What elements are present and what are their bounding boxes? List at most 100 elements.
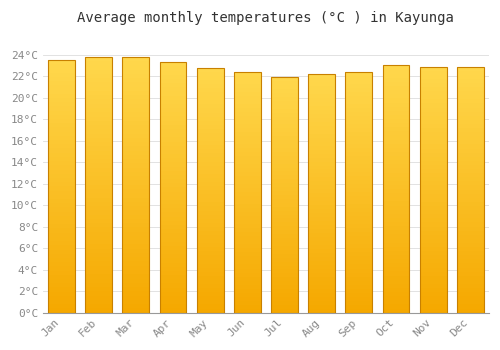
Bar — [160, 137, 186, 141]
Bar — [234, 116, 260, 120]
Bar — [86, 308, 112, 313]
Bar — [48, 212, 75, 216]
Bar — [86, 168, 112, 172]
Bar — [197, 182, 224, 186]
Bar — [382, 185, 409, 189]
Bar — [382, 197, 409, 201]
Bar — [346, 220, 372, 224]
Bar — [122, 57, 149, 61]
Bar — [457, 243, 483, 247]
Bar — [420, 165, 446, 169]
Bar — [122, 244, 149, 249]
Bar — [122, 300, 149, 304]
Bar — [48, 283, 75, 287]
Bar — [420, 210, 446, 214]
Bar — [346, 72, 372, 313]
Bar — [346, 265, 372, 268]
Bar — [420, 251, 446, 255]
Bar — [346, 273, 372, 277]
Bar — [346, 100, 372, 104]
Bar — [346, 296, 372, 301]
Bar — [234, 96, 260, 100]
Bar — [382, 177, 409, 181]
Bar — [346, 304, 372, 309]
Bar — [346, 229, 372, 232]
Bar — [457, 120, 483, 124]
Bar — [160, 196, 186, 200]
Bar — [308, 265, 335, 269]
Bar — [271, 117, 298, 120]
Bar — [382, 152, 409, 156]
Bar — [420, 66, 446, 71]
Bar — [234, 204, 260, 208]
Bar — [382, 247, 409, 251]
Bar — [420, 107, 446, 112]
Bar — [197, 211, 224, 215]
Bar — [160, 262, 186, 267]
Bar — [160, 91, 186, 96]
Bar — [197, 100, 224, 104]
Bar — [420, 104, 446, 107]
Bar — [271, 211, 298, 215]
Bar — [197, 76, 224, 80]
Bar — [308, 189, 335, 193]
Bar — [197, 202, 224, 206]
Bar — [346, 144, 372, 148]
Bar — [271, 234, 298, 238]
Bar — [86, 261, 112, 266]
Bar — [382, 111, 409, 115]
Bar — [197, 251, 224, 256]
Bar — [48, 85, 75, 90]
Bar — [122, 112, 149, 117]
Bar — [122, 155, 149, 159]
Bar — [382, 173, 409, 177]
Bar — [271, 85, 298, 89]
Bar — [346, 116, 372, 120]
Bar — [234, 108, 260, 112]
Bar — [160, 104, 186, 108]
Bar — [346, 148, 372, 152]
Bar — [382, 214, 409, 218]
Bar — [197, 72, 224, 76]
Bar — [308, 106, 335, 110]
Bar — [86, 78, 112, 83]
Bar — [457, 99, 483, 104]
Bar — [457, 66, 483, 71]
Bar — [308, 277, 335, 281]
Bar — [234, 156, 260, 160]
Bar — [457, 264, 483, 267]
Bar — [234, 144, 260, 148]
Bar — [420, 309, 446, 313]
Bar — [48, 136, 75, 140]
Bar — [420, 235, 446, 239]
Bar — [271, 108, 298, 113]
Bar — [48, 262, 75, 266]
Bar — [234, 140, 260, 144]
Bar — [197, 121, 224, 125]
Bar — [271, 285, 298, 289]
Bar — [160, 117, 186, 121]
Bar — [122, 163, 149, 168]
Bar — [457, 136, 483, 140]
Bar — [234, 188, 260, 192]
Bar — [457, 300, 483, 304]
Bar — [420, 272, 446, 276]
Bar — [160, 292, 186, 296]
Bar — [420, 284, 446, 288]
Bar — [86, 253, 112, 257]
Bar — [420, 140, 446, 145]
Bar — [234, 220, 260, 224]
Bar — [420, 120, 446, 124]
Bar — [308, 237, 335, 241]
Bar — [160, 158, 186, 162]
Bar — [48, 94, 75, 98]
Bar — [420, 276, 446, 280]
Bar — [86, 108, 112, 112]
Bar — [122, 168, 149, 172]
Bar — [271, 195, 298, 199]
Bar — [382, 251, 409, 255]
Bar — [160, 162, 186, 167]
Bar — [122, 150, 149, 155]
Bar — [234, 276, 260, 281]
Bar — [346, 240, 372, 244]
